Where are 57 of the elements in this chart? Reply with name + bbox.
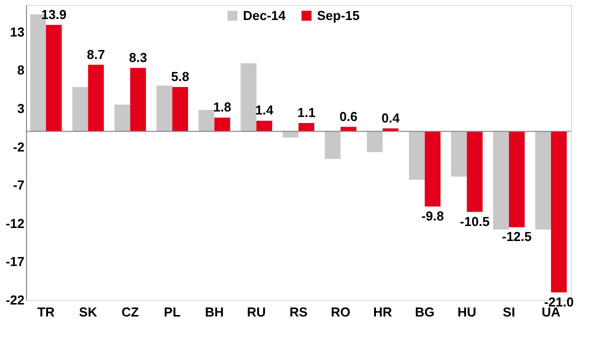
bar [88, 64, 104, 132]
data-label: 1.8 [213, 100, 232, 115]
legend-label: Sep-15 [317, 8, 360, 23]
data-label: 13.9 [41, 6, 67, 22]
data-label: 0.4 [382, 110, 400, 126]
x-tick-label: BG [415, 304, 435, 320]
bar [114, 104, 130, 132]
data-label: -9.8 [421, 208, 444, 224]
bar [535, 131, 552, 230]
bar [408, 131, 425, 180]
x-tick-label: SK [79, 304, 98, 320]
data-label: 8.3 [129, 50, 148, 65]
data-label: -12.5 [502, 229, 532, 244]
y-tick-label: -2 [12, 139, 24, 154]
x-tick-label: RU [247, 304, 266, 320]
y-tick-label: 13 [10, 24, 24, 40]
bar [46, 24, 62, 132]
x-tick-label: SI [502, 304, 516, 320]
data-label: -10.5 [460, 214, 490, 229]
bar [214, 118, 230, 132]
x-tick-label: HU [457, 304, 476, 320]
bar [172, 86, 188, 132]
bar [256, 120, 272, 132]
x-tick-label: RS [289, 304, 308, 320]
bar [282, 131, 298, 138]
y-tick-label: -17 [6, 254, 24, 270]
x-tick-label: TR [37, 304, 56, 320]
data-label: 1.1 [297, 105, 316, 120]
y-tick-label: 3 [17, 100, 24, 116]
x-tick-label: HR [373, 304, 393, 320]
bar [298, 123, 314, 132]
legend-label: Dec-14 [243, 8, 286, 23]
bar [324, 131, 341, 160]
data-label: 8.7 [86, 46, 106, 62]
bar [493, 131, 509, 230]
y-tick-label: 8 [17, 62, 24, 78]
x-tick-label: RO [330, 304, 350, 320]
bar [508, 131, 525, 228]
data-label: 5.8 [171, 68, 190, 84]
y-tick-label: -12 [6, 216, 24, 231]
y-tick-label: -22 [6, 292, 24, 308]
bar [366, 131, 383, 152]
bar [198, 110, 214, 132]
data-label: 1.4 [255, 102, 274, 118]
bar [72, 86, 88, 132]
bar [466, 131, 483, 212]
x-tick-label: PL [164, 304, 181, 320]
bar [451, 131, 467, 177]
bar [240, 63, 256, 132]
data-label: 0.6 [339, 108, 358, 124]
x-tick-label: CZ [121, 304, 139, 320]
bar [551, 131, 567, 292]
y-tick-label: -7 [12, 178, 24, 193]
bar [156, 85, 172, 132]
bar [424, 131, 441, 207]
x-tick-label: BH [204, 304, 224, 320]
bar [130, 68, 146, 132]
